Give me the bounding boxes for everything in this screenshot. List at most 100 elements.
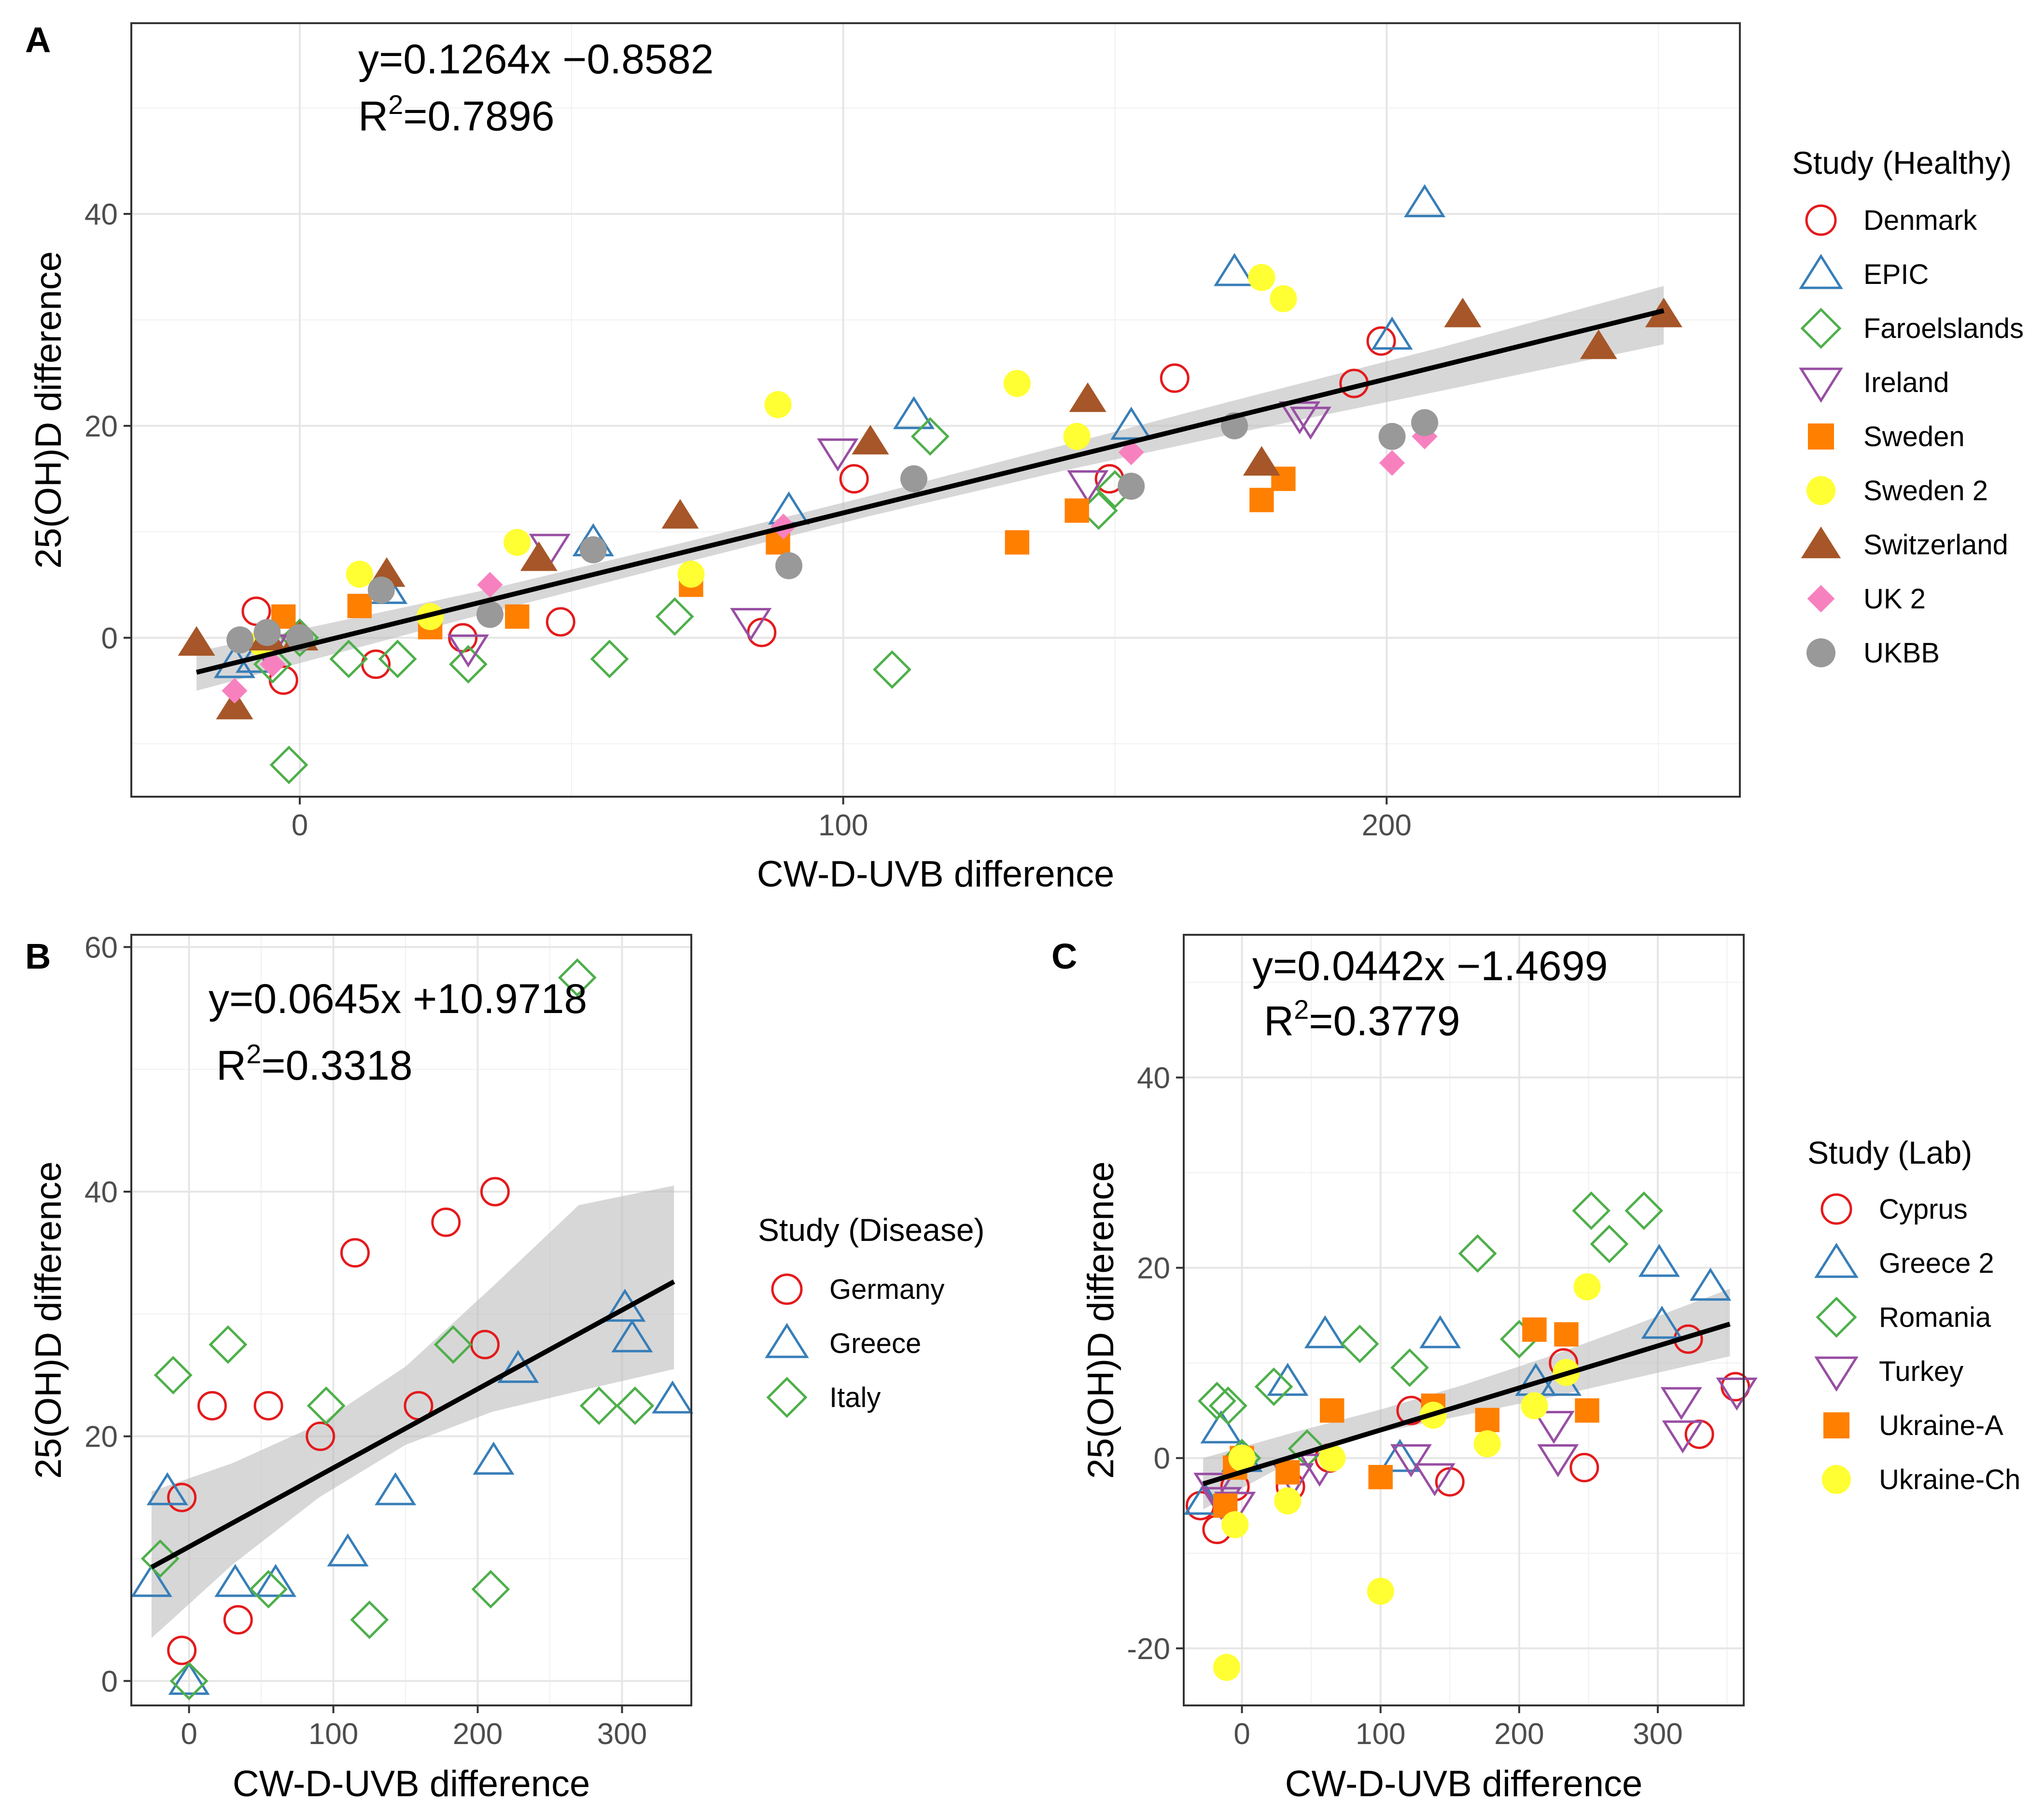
- legend-label-germany: Germany: [829, 1274, 945, 1305]
- point-denmark: [546, 607, 575, 637]
- legend-label-sweden-2: Sweden 2: [1863, 475, 1988, 507]
- point-sweden-2: [764, 391, 792, 419]
- y-tick-label: 20: [84, 410, 118, 443]
- point-sweden-2: [1248, 264, 1275, 291]
- point-ukbb: [775, 552, 803, 579]
- point-ukraine-a: [1554, 1322, 1579, 1347]
- legend-label-greece: Greece: [829, 1328, 921, 1359]
- legend-label-uk-2: UK 2: [1863, 583, 1926, 615]
- point-greece: [254, 1563, 296, 1597]
- x-axis-label: CW-D-UVB difference: [233, 1763, 590, 1804]
- series-greece: [130, 1288, 694, 1695]
- point-ukraine-ch: [1573, 1273, 1601, 1301]
- point-italy: [471, 1570, 510, 1609]
- y-tick-label: -20: [1127, 1633, 1170, 1666]
- y-tick-label: 60: [84, 931, 118, 964]
- point-italy: [209, 1325, 248, 1364]
- point-cyprus: [1569, 1452, 1599, 1482]
- plot-border: [130, 934, 692, 1706]
- point-ukbb: [367, 577, 395, 604]
- point-denmark: [839, 464, 869, 494]
- legend-key-faroelslands: [1800, 308, 1842, 349]
- legend-label-ukraine-ch: Ukraine-Ch: [1879, 1464, 2020, 1495]
- point-italy: [249, 1570, 288, 1609]
- r-squared-symbol: R: [358, 93, 388, 140]
- point-faroelslands: [655, 597, 694, 636]
- point-greece: [497, 1350, 539, 1383]
- point-faroelslands: [590, 639, 629, 678]
- y-axis-label: 25(OH)D difference: [1080, 1161, 1121, 1479]
- regression-equation: y=0.0645x +10.9718: [209, 976, 587, 1022]
- point-uk-2: [222, 677, 248, 704]
- y-tick-label: 0: [101, 1665, 118, 1698]
- legend-label-switzerland: Switzerland: [1863, 529, 2008, 561]
- panel-c: 0 100 200 300 -20 0 20 40 CW-D-UVB difference 25(…: [1051, 934, 2020, 1804]
- legend-key-ukraine-ch: [1822, 1465, 1851, 1494]
- x-tick-label: 0: [181, 1717, 197, 1751]
- point-ukbb: [253, 619, 281, 646]
- legend-key-epic: [1799, 253, 1843, 289]
- point-faroelslands: [873, 650, 911, 689]
- r-squared-superscript: 2: [388, 89, 403, 120]
- point-turkey: [1660, 1387, 1702, 1421]
- y-tick-label: 20: [1137, 1252, 1170, 1285]
- point-germany: [306, 1422, 336, 1451]
- panel-b: 0 100 200 300 0 20 40 60 CW-D-UVB difference 25(O…: [25, 931, 985, 1804]
- point-ukraine-a: [1475, 1408, 1500, 1433]
- point-faroelslands: [378, 639, 417, 678]
- point-greece: [146, 1472, 188, 1506]
- point-faroelslands: [910, 417, 950, 456]
- panel-tag: C: [1051, 936, 1077, 976]
- point-germany: [431, 1207, 461, 1237]
- x-tick-label: 100: [308, 1717, 358, 1751]
- point-romania: [1340, 1324, 1379, 1364]
- point-germany: [167, 1482, 197, 1512]
- panel-tag: B: [25, 936, 51, 976]
- legend: Study (Disease) Germany Greece Italy: [758, 1212, 985, 1418]
- plot-area: [131, 23, 1740, 797]
- point-germany: [223, 1605, 253, 1635]
- series-ukraine-ch: [1213, 1273, 1601, 1681]
- legend-title: Study (Lab): [1807, 1135, 1972, 1170]
- legend-key-ireland: [1799, 367, 1843, 403]
- point-uk-2: [477, 572, 503, 598]
- point-ukbb: [1118, 473, 1145, 500]
- point-ukbb: [579, 536, 607, 563]
- legend-label-cyprus: Cyprus: [1879, 1194, 1968, 1225]
- point-ireland: [817, 438, 859, 472]
- point-ukraine-ch: [1274, 1487, 1302, 1515]
- point-switzerland: [661, 499, 699, 529]
- legend-key-denmark: [1805, 204, 1837, 236]
- point-denmark: [1160, 363, 1190, 393]
- point-germany: [197, 1391, 227, 1421]
- point-greece-2: [1690, 1267, 1732, 1301]
- point-ukraine-ch: [1473, 1430, 1501, 1458]
- x-tick-label: 100: [1356, 1717, 1405, 1751]
- point-turkey: [1533, 1410, 1575, 1444]
- point-turkey: [1537, 1444, 1579, 1478]
- point-faroelslands: [448, 645, 488, 684]
- legend-key-ukraine-a: [1823, 1412, 1849, 1438]
- y-tick-label: 40: [1137, 1062, 1170, 1095]
- point-germany: [167, 1635, 197, 1665]
- point-greece-2: [1267, 1363, 1309, 1396]
- point-italy: [434, 1325, 473, 1364]
- legend-key-ukbb: [1806, 638, 1835, 667]
- point-italy: [350, 1600, 389, 1639]
- point-switzerland: [1243, 446, 1280, 476]
- r-squared: R2=0.3779: [1264, 994, 1460, 1044]
- point-faroelslands: [329, 639, 368, 678]
- point-turkey: [1662, 1420, 1704, 1454]
- point-ukraine-ch: [1221, 1511, 1249, 1538]
- y-tick-label: 0: [101, 622, 118, 655]
- regression-line: [150, 1279, 675, 1570]
- point-uk-2: [260, 651, 286, 677]
- point-sweden: [347, 593, 372, 619]
- point-switzerland: [520, 541, 558, 571]
- y-axis-label: 25(OH)D difference: [28, 1161, 69, 1479]
- confidence-band: [1203, 1288, 1730, 1510]
- y-tick-label: 40: [84, 1176, 118, 1209]
- r-squared-symbol: R: [216, 1042, 246, 1089]
- point-greece-2: [1304, 1315, 1346, 1349]
